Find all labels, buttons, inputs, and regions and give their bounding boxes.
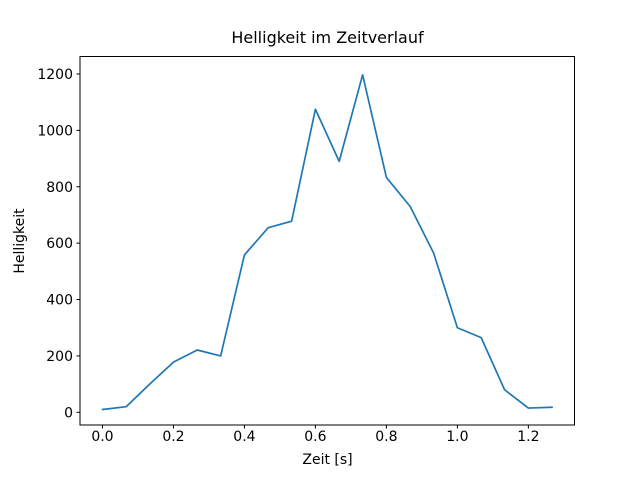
- y-tick-label: 1200: [37, 67, 73, 83]
- y-tick-label: 400: [46, 293, 73, 309]
- x-tick-label: 0.4: [233, 429, 255, 445]
- x-tick-label: 0.2: [162, 429, 184, 445]
- y-tick-label: 1000: [37, 123, 73, 139]
- x-tick-label: 1.0: [446, 429, 468, 445]
- x-tick-label: 0.6: [304, 429, 326, 445]
- y-tick-label: 0: [64, 405, 73, 421]
- y-tick-label: 200: [46, 349, 73, 365]
- chart-title: Helligkeit im Zeitverlauf: [231, 28, 424, 47]
- x-axis-label: Zeit [s]: [302, 452, 353, 468]
- y-tick-label: 800: [46, 180, 73, 196]
- x-tick-label: 0.0: [91, 429, 113, 445]
- plot-border: [79, 56, 575, 426]
- y-tick-label: 600: [46, 236, 73, 252]
- data-line: [101, 73, 553, 411]
- y-axis-label: Helligkeit: [12, 208, 28, 274]
- x-tick-label: 1.2: [517, 429, 539, 445]
- x-tick-label: 0.8: [375, 429, 397, 445]
